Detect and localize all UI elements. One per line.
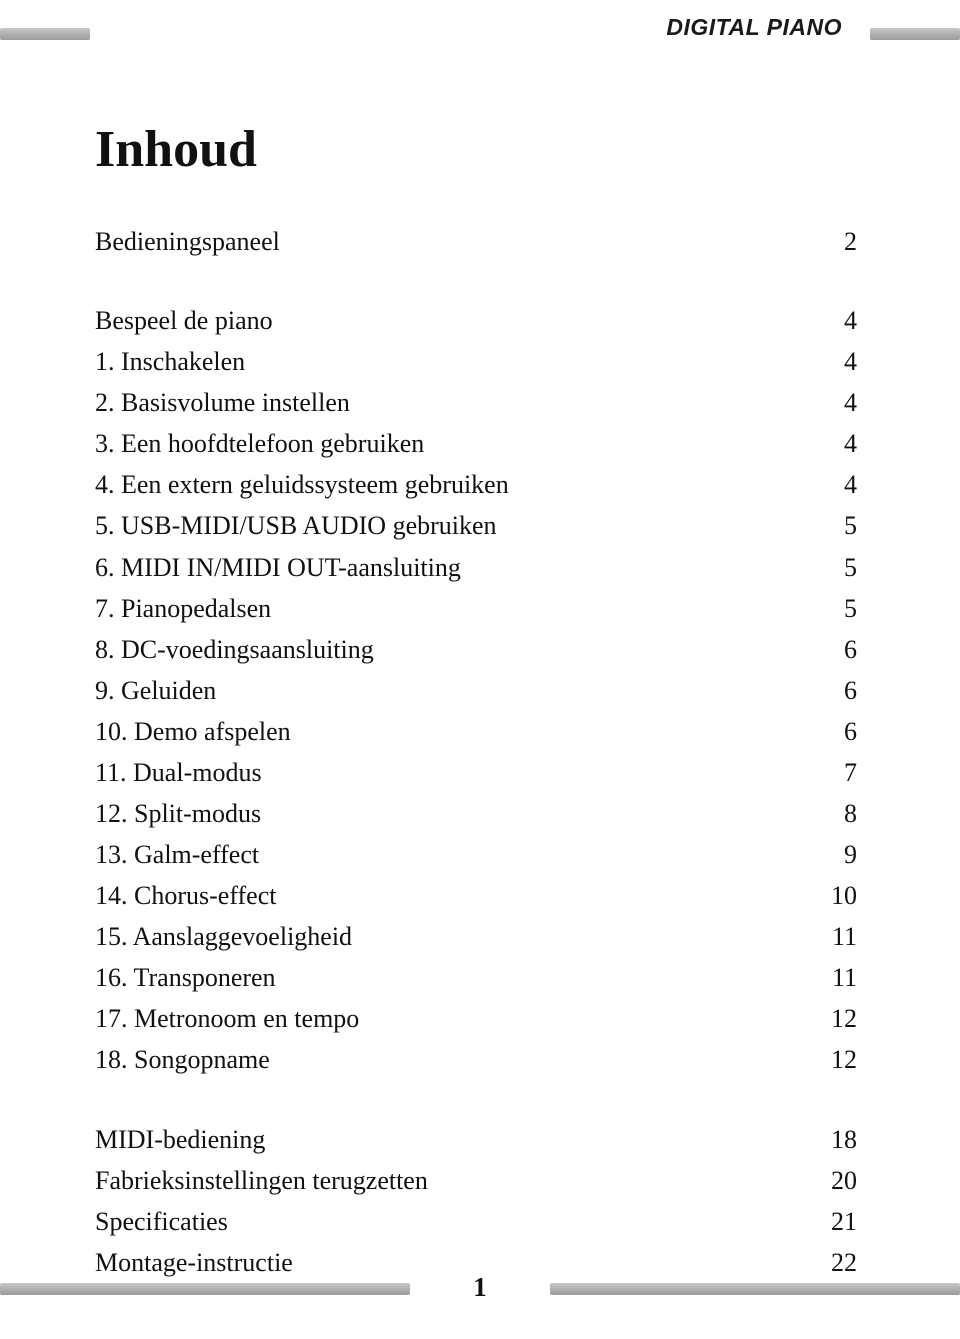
toc-page-number: 9 <box>817 834 865 875</box>
toc-label: 12. Split-modus <box>95 793 817 834</box>
toc-label: 4. Een extern geluidssysteem gebruiken <box>95 464 817 505</box>
toc-row: 10. Demo afspelen6 <box>95 711 865 752</box>
page: DIGITAL PIANO Inhoud Bedieningspaneel2Be… <box>0 0 960 1339</box>
toc-label: 9. Geluiden <box>95 670 817 711</box>
toc-row: 6. MIDI IN/MIDI OUT-aansluiting5 <box>95 547 865 588</box>
toc-label: MIDI-bediening <box>95 1119 817 1160</box>
toc-page-number: 6 <box>817 629 865 670</box>
footer-rule-left <box>0 1283 410 1295</box>
toc-label: 8. DC-voedingsaansluiting <box>95 629 817 670</box>
toc-row: 17. Metronoom en tempo12 <box>95 998 865 1039</box>
toc-row: Specificaties21 <box>95 1201 865 1242</box>
toc-row: 18. Songopname12 <box>95 1039 865 1080</box>
toc-label: Specificaties <box>95 1201 817 1242</box>
toc-row: 2. Basisvolume instellen4 <box>95 382 865 423</box>
toc-row: 11. Dual-modus7 <box>95 752 865 793</box>
toc-gap <box>95 262 865 300</box>
toc-label: 10. Demo afspelen <box>95 711 817 752</box>
toc-row: 13. Galm-effect9 <box>95 834 865 875</box>
toc-page-number: 12 <box>817 998 865 1039</box>
header-brand: DIGITAL PIANO <box>666 14 842 41</box>
toc-page-number: 20 <box>817 1160 865 1201</box>
toc-label: 14. Chorus-effect <box>95 875 817 916</box>
toc-row: 4. Een extern geluidssysteem gebruiken4 <box>95 464 865 505</box>
toc-page-number: 6 <box>817 670 865 711</box>
toc-row: MIDI-bediening18 <box>95 1119 865 1160</box>
page-number: 1 <box>473 1272 487 1303</box>
toc-page-number: 7 <box>817 752 865 793</box>
toc-row: 3. Een hoofdtelefoon gebruiken4 <box>95 423 865 464</box>
toc-row: 12. Split-modus8 <box>95 793 865 834</box>
toc-label: Bespeel de piano <box>95 300 817 341</box>
content-area: Inhoud Bedieningspaneel2Bespeel de piano… <box>95 120 865 1283</box>
toc-label: 17. Metronoom en tempo <box>95 998 817 1039</box>
toc-page-number: 11 <box>817 916 865 957</box>
toc-page-number: 6 <box>817 711 865 752</box>
table-of-contents: Bedieningspaneel2Bespeel de piano41. Ins… <box>95 221 865 1283</box>
toc-page-number: 4 <box>817 382 865 423</box>
toc-label: 1. Inschakelen <box>95 341 817 382</box>
toc-page-number: 4 <box>817 464 865 505</box>
toc-page-number: 2 <box>817 221 865 262</box>
toc-page-number: 10 <box>817 875 865 916</box>
toc-label: 5. USB-MIDI/USB AUDIO gebruiken <box>95 505 817 546</box>
toc-row: 1. Inschakelen4 <box>95 341 865 382</box>
toc-row: 8. DC-voedingsaansluiting6 <box>95 629 865 670</box>
toc-label: 13. Galm-effect <box>95 834 817 875</box>
toc-row: 7. Pianopedalsen5 <box>95 588 865 629</box>
toc-label: 3. Een hoofdtelefoon gebruiken <box>95 423 817 464</box>
toc-label: Fabrieksinstellingen terugzetten <box>95 1160 817 1201</box>
toc-row: Bespeel de piano4 <box>95 300 865 341</box>
toc-label: 11. Dual-modus <box>95 752 817 793</box>
toc-page-number: 18 <box>817 1119 865 1160</box>
toc-label: 2. Basisvolume instellen <box>95 382 817 423</box>
page-number-box: 1 <box>445 1267 515 1307</box>
page-title: Inhoud <box>95 120 865 179</box>
toc-gap <box>95 1081 865 1119</box>
toc-label: 18. Songopname <box>95 1039 817 1080</box>
footer-rule-right <box>550 1283 960 1295</box>
toc-page-number: 11 <box>817 957 865 998</box>
toc-label: 6. MIDI IN/MIDI OUT-aansluiting <box>95 547 817 588</box>
header-rule-left <box>0 28 90 40</box>
toc-label: 16. Transponeren <box>95 957 817 998</box>
toc-row: Fabrieksinstellingen terugzetten20 <box>95 1160 865 1201</box>
toc-page-number: 22 <box>817 1242 865 1283</box>
toc-page-number: 5 <box>817 505 865 546</box>
toc-label: 15. Aanslaggevoeligheid <box>95 916 817 957</box>
toc-page-number: 4 <box>817 300 865 341</box>
toc-row: 16. Transponeren11 <box>95 957 865 998</box>
toc-page-number: 4 <box>817 423 865 464</box>
toc-row: 5. USB-MIDI/USB AUDIO gebruiken5 <box>95 505 865 546</box>
toc-page-number: 5 <box>817 588 865 629</box>
toc-page-number: 5 <box>817 547 865 588</box>
header-rule-right <box>870 28 960 40</box>
toc-page-number: 8 <box>817 793 865 834</box>
toc-page-number: 4 <box>817 341 865 382</box>
toc-row: 14. Chorus-effect10 <box>95 875 865 916</box>
toc-label: 7. Pianopedalsen <box>95 588 817 629</box>
toc-page-number: 12 <box>817 1039 865 1080</box>
toc-row: 9. Geluiden6 <box>95 670 865 711</box>
toc-label: Bedieningspaneel <box>95 221 817 262</box>
toc-row: 15. Aanslaggevoeligheid11 <box>95 916 865 957</box>
toc-row: Bedieningspaneel2 <box>95 221 865 262</box>
toc-page-number: 21 <box>817 1201 865 1242</box>
